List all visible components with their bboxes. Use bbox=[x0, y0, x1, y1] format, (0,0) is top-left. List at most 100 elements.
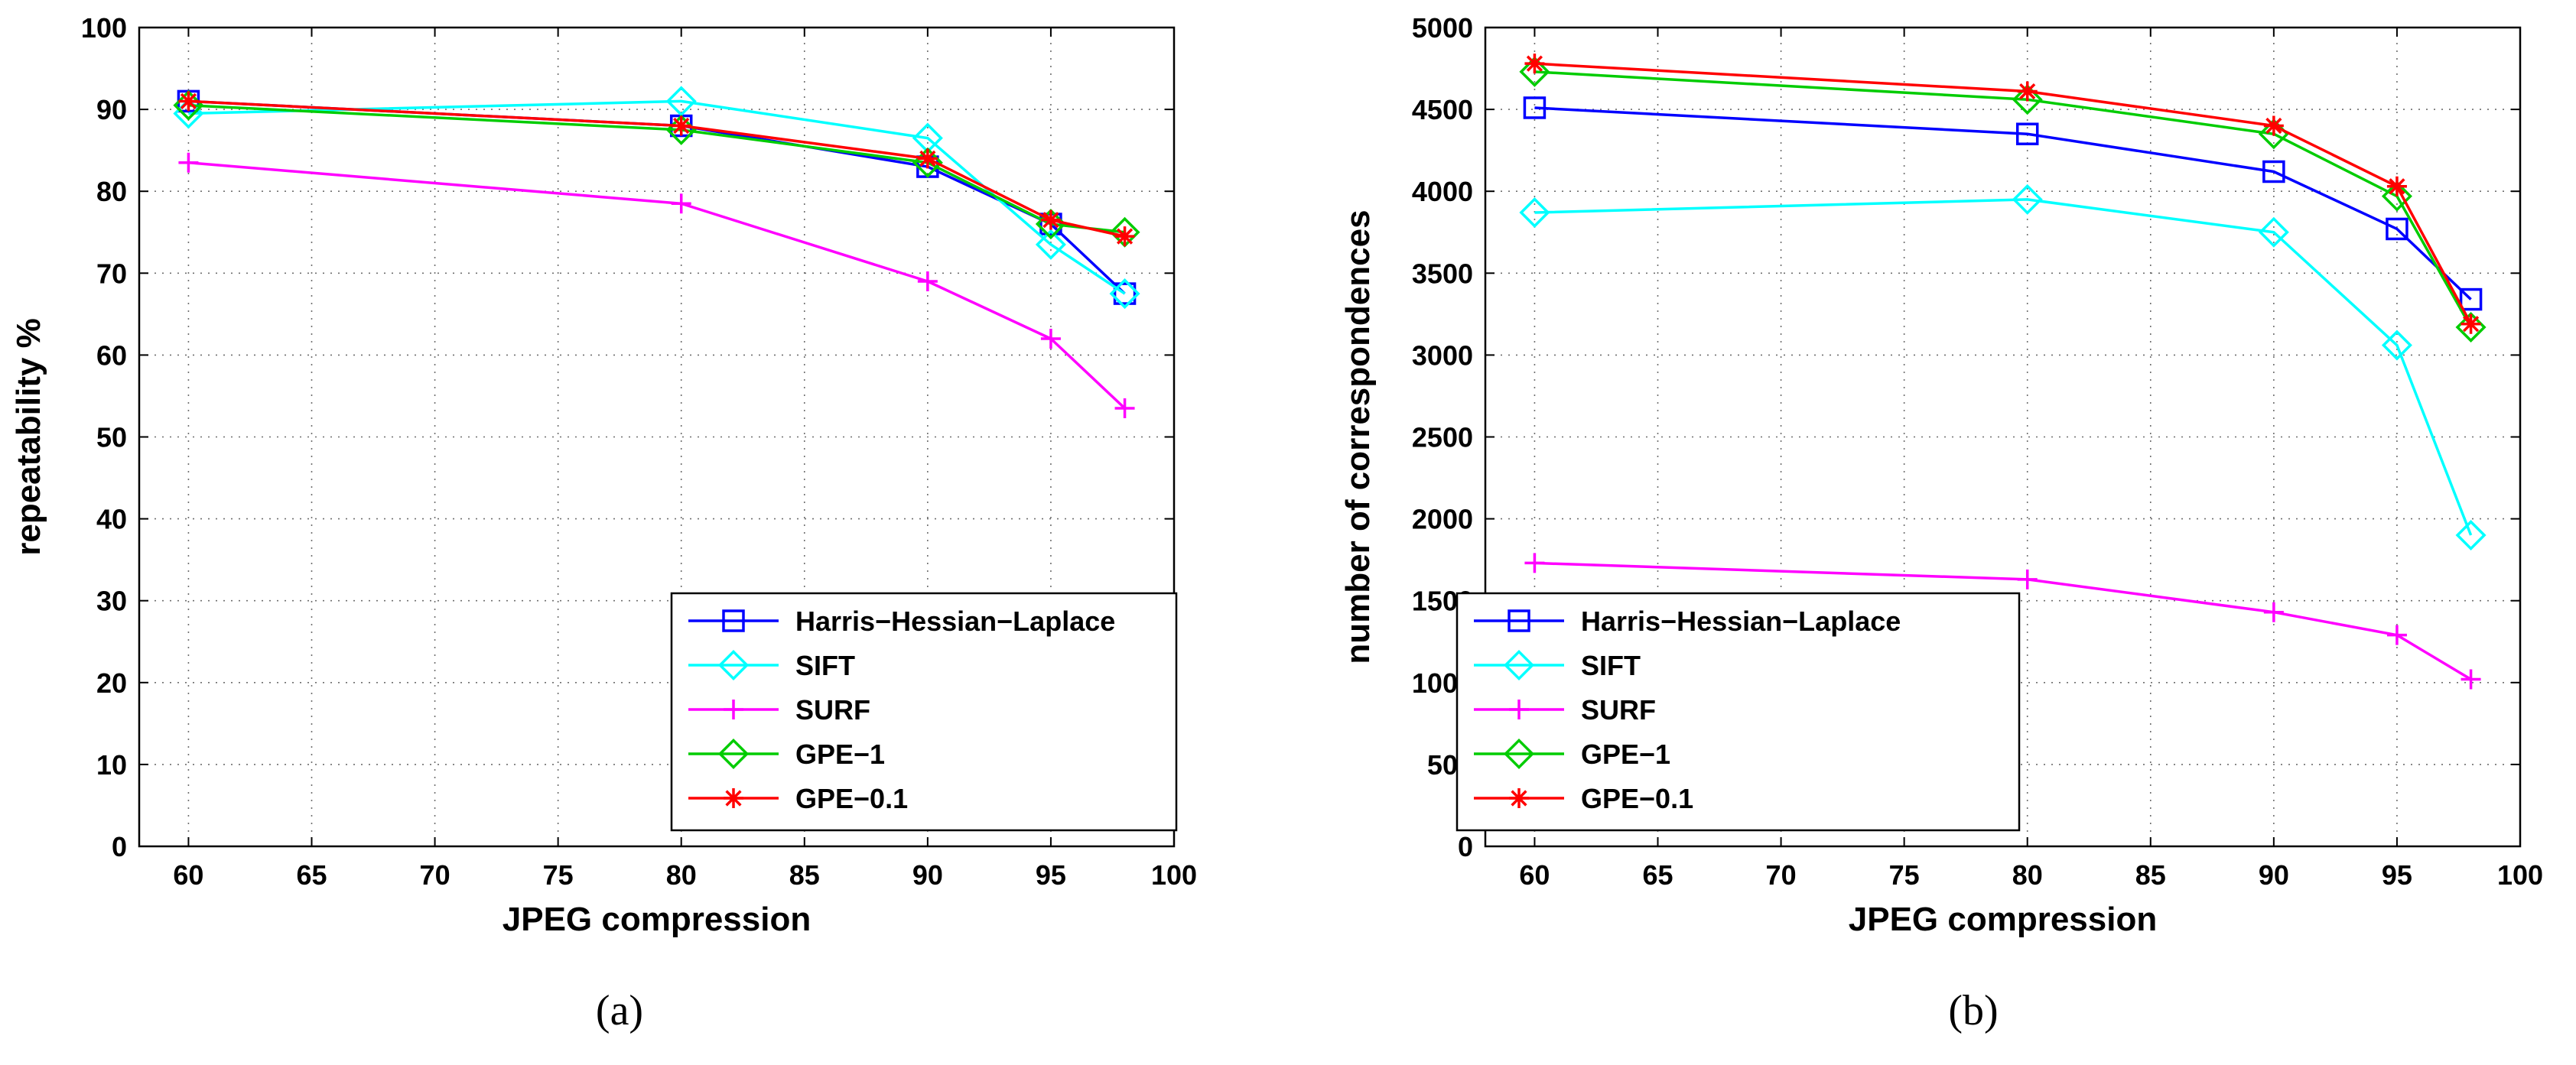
x-tick-label: 85 bbox=[2135, 859, 2166, 891]
y-tick-label: 3000 bbox=[1412, 339, 1473, 371]
legend: Harris−Hessian−Laplace SIFT SURF GPE−1 GPE−0… bbox=[670, 592, 1178, 832]
x-tick-label: 60 bbox=[1519, 859, 1550, 891]
legend-box bbox=[1456, 592, 2021, 832]
legend-item: Harris−Hessian−Laplace bbox=[1474, 606, 1901, 637]
data-point bbox=[2258, 216, 2289, 248]
x-tick-label: 65 bbox=[1642, 859, 1673, 891]
y-tick-label: 100 bbox=[81, 12, 127, 44]
data-point bbox=[2381, 180, 2412, 212]
chart-panel-b: 60 65 70 75 80 85 90 95 100050010001500200025003… bbox=[1339, 12, 2543, 1034]
data-point bbox=[2262, 160, 2285, 183]
data-point bbox=[1519, 56, 1550, 87]
data-point bbox=[2263, 115, 2284, 136]
x-tick-label: 85 bbox=[789, 859, 820, 891]
x-tick-label: 80 bbox=[666, 859, 697, 891]
y-tick-label: 3500 bbox=[1412, 258, 1473, 289]
data-point bbox=[1109, 278, 1140, 310]
legend-label: GPE−0.1 bbox=[795, 783, 908, 814]
series-Harris−Hessian−Laplace bbox=[1523, 96, 2483, 311]
legend-item: SURF bbox=[688, 694, 870, 726]
data-point bbox=[917, 271, 938, 292]
series-GPE−0.1 bbox=[178, 91, 1135, 247]
legend-label: SURF bbox=[1581, 694, 1656, 726]
data-point bbox=[671, 193, 691, 214]
x-axis-label: JPEG compression bbox=[1849, 901, 2157, 938]
x-tick-label: 75 bbox=[1889, 859, 1920, 891]
x-tick-label: 95 bbox=[2382, 859, 2412, 891]
y-tick-label: 0 bbox=[112, 831, 127, 862]
data-point bbox=[1114, 226, 1135, 247]
legend-item: GPE−1 bbox=[688, 738, 885, 770]
data-point bbox=[1524, 54, 1545, 74]
legend-marker bbox=[724, 788, 743, 808]
legend-label: SIFT bbox=[1581, 650, 1641, 681]
data-point bbox=[2461, 669, 2481, 690]
y-axis-label: repeatability % bbox=[10, 318, 47, 556]
y-tick-label: 20 bbox=[96, 667, 127, 699]
data-point bbox=[1114, 398, 1135, 419]
data-point bbox=[2017, 569, 2038, 589]
axes-box bbox=[1484, 26, 2522, 848]
legend-label: GPE−0.1 bbox=[1581, 783, 1693, 814]
x-tick-label: 60 bbox=[173, 859, 203, 891]
chart-panel-a: 60 65 70 75 80 85 90 95 100 0 10 20 30 40 50 60 70 80 90 10… bbox=[10, 12, 1197, 1034]
y-tick-label: 2000 bbox=[1412, 504, 1473, 535]
series-line bbox=[1534, 106, 2472, 300]
y-tick-label: 5000 bbox=[1412, 12, 1473, 44]
legend-marker bbox=[717, 649, 750, 681]
legend-marker bbox=[1503, 738, 1535, 770]
legend-item: SURF bbox=[1474, 694, 1656, 726]
data-point bbox=[917, 148, 938, 169]
series-SURF bbox=[1524, 553, 2481, 690]
data-point bbox=[1524, 553, 1545, 573]
y-tick-label: 80 bbox=[96, 176, 127, 207]
series-GPE−0.1 bbox=[1524, 54, 2481, 334]
legend-marker bbox=[722, 609, 745, 632]
data-point bbox=[1040, 209, 1061, 230]
x-axis-label: JPEG compression bbox=[503, 901, 811, 938]
legend-label: GPE−1 bbox=[1581, 739, 1670, 770]
x-tick-label: 70 bbox=[420, 859, 450, 891]
y-tick-label: 40 bbox=[96, 504, 127, 535]
data-point bbox=[178, 152, 199, 173]
data-point bbox=[2012, 183, 2043, 215]
data-point bbox=[2015, 122, 2039, 145]
y-tick-label: 50 bbox=[96, 422, 127, 453]
legend-label: GPE−1 bbox=[795, 739, 885, 770]
legend-label: SIFT bbox=[795, 650, 855, 681]
legend-marker bbox=[717, 738, 750, 770]
x-tick-label: 65 bbox=[296, 859, 327, 891]
y-tick-label: 90 bbox=[96, 94, 127, 125]
legend-label: Harris−Hessian−Laplace bbox=[795, 606, 1115, 637]
legend-item: GPE−0.1 bbox=[1474, 783, 1693, 814]
series-SURF bbox=[178, 152, 1135, 419]
data-point bbox=[2461, 313, 2481, 334]
data-point bbox=[178, 91, 199, 112]
legend-item: GPE−0.1 bbox=[688, 783, 908, 814]
data-point bbox=[2381, 330, 2412, 361]
x-tick-label: 95 bbox=[1036, 859, 1066, 891]
y-tick-label: 30 bbox=[96, 586, 127, 617]
figure-caption: (a) bbox=[596, 987, 643, 1034]
data-point bbox=[1523, 96, 1547, 119]
x-tick-label: 100 bbox=[2497, 859, 2543, 891]
data-point bbox=[1519, 197, 1550, 229]
legend-marker bbox=[1503, 649, 1535, 681]
legend-marker bbox=[1509, 788, 1529, 808]
y-tick-label: 2500 bbox=[1412, 422, 1473, 453]
data-point bbox=[1040, 328, 1061, 349]
data-point bbox=[2386, 176, 2407, 196]
data-point bbox=[2455, 519, 2487, 551]
legend-item: SIFT bbox=[688, 649, 855, 681]
legend-marker bbox=[724, 700, 743, 719]
y-tick-label: 0 bbox=[1458, 831, 1473, 862]
x-tick-label: 70 bbox=[1766, 859, 1797, 891]
x-tick-label: 75 bbox=[543, 859, 574, 891]
x-tick-label: 100 bbox=[1151, 859, 1197, 891]
x-tick-label: 80 bbox=[2012, 859, 2043, 891]
legend-item: GPE−1 bbox=[1474, 738, 1670, 770]
series-line bbox=[188, 99, 1126, 295]
data-point bbox=[1113, 282, 1137, 305]
legend-box bbox=[670, 592, 1178, 832]
